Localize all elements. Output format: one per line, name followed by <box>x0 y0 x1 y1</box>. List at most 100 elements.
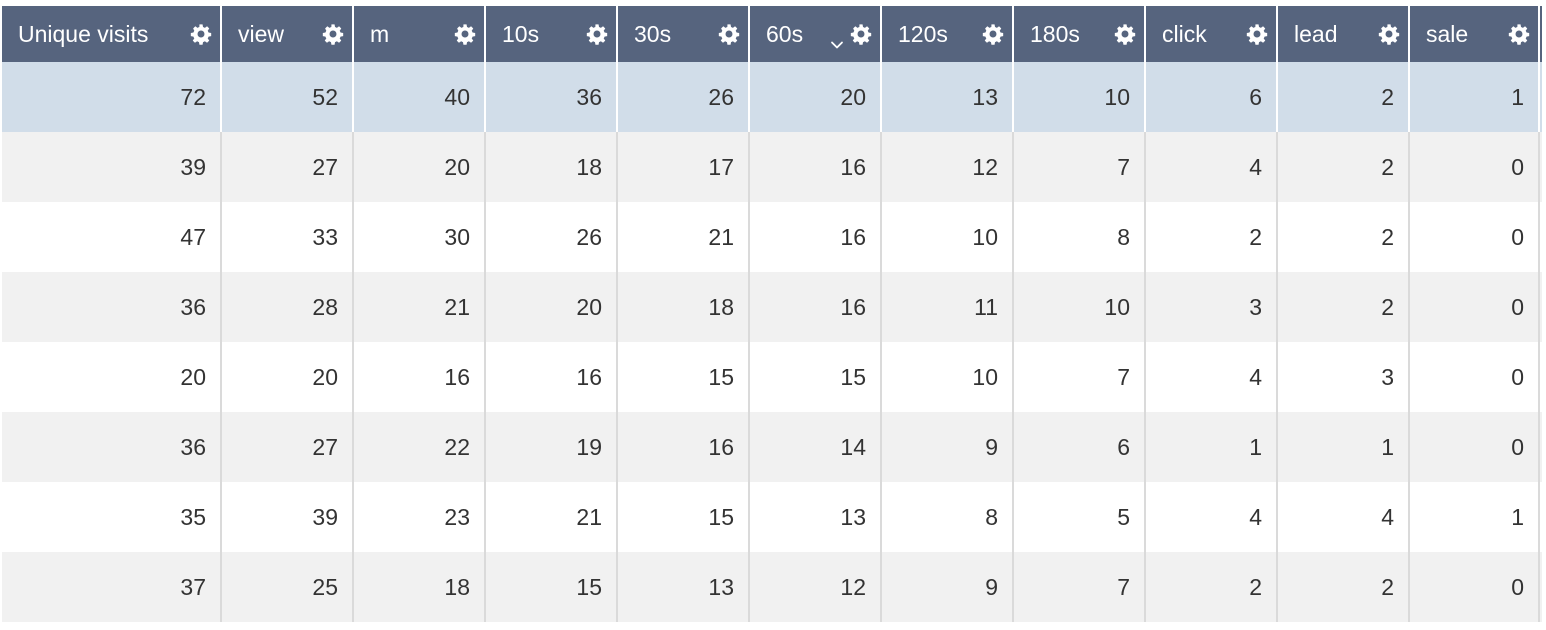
table-cell-lead: 3 <box>1278 342 1410 412</box>
column-header-label: click <box>1162 20 1207 47</box>
table-cell-60s: 15 <box>750 342 882 412</box>
table-cell-sale: 0 <box>1410 552 1540 622</box>
table-cell-10s: 16 <box>486 342 618 412</box>
table-cell-10s: 19 <box>486 412 618 482</box>
column-header-60s[interactable]: 60s <box>750 6 882 62</box>
table-cell-m: 21 <box>354 272 486 342</box>
column-header-label: sale <box>1426 20 1469 47</box>
table-cell-60s: 16 <box>750 272 882 342</box>
table-cell-sale: 0 <box>1410 272 1540 342</box>
gear-icon[interactable] <box>1508 23 1530 45</box>
table-cell-unique-visits: 20 <box>2 342 222 412</box>
column-header-30s[interactable]: 30s <box>618 6 750 62</box>
table-cell-view: 27 <box>222 412 354 482</box>
table-cell-click: 6 <box>1146 62 1278 132</box>
table-cell-180s: 8 <box>1014 202 1146 272</box>
table-cell-10s: 20 <box>486 272 618 342</box>
table-cell-60s: 14 <box>750 412 882 482</box>
table-cell-180s: 7 <box>1014 342 1146 412</box>
table-cell-30s: 15 <box>618 342 750 412</box>
table-cell-60s: 16 <box>750 132 882 202</box>
table-cell-unique-visits: 39 <box>2 132 222 202</box>
table-cell-lead: 2 <box>1278 62 1410 132</box>
table-cell-sale: 0 <box>1410 412 1540 482</box>
table-cell-10s: 26 <box>486 202 618 272</box>
column-header-label: 10s <box>502 20 540 47</box>
column-header-click[interactable]: click <box>1146 6 1278 62</box>
table-cell-sale: 0 <box>1410 202 1540 272</box>
chevron-down-icon[interactable] <box>830 29 844 49</box>
table-row-selected[interactable]: 72 52 40 36 26 20 13 10 6 2 1 <box>2 62 1546 132</box>
column-header-label: 120s <box>898 20 948 47</box>
gear-icon[interactable] <box>454 23 476 45</box>
table-cell-30s: 16 <box>618 412 750 482</box>
data-table: Unique visits view m 10s 30s 60s 120s 180s click… <box>2 6 1546 622</box>
table-cell-60s: 20 <box>750 62 882 132</box>
gear-icon[interactable] <box>1114 23 1136 45</box>
table-cell-click: 4 <box>1146 132 1278 202</box>
table-row[interactable]: 35 39 23 21 15 13 8 5 4 4 1 <box>2 482 1546 552</box>
column-header-label: view <box>238 20 285 47</box>
table-row[interactable]: 47 33 30 26 21 16 10 8 2 2 0 <box>2 202 1546 272</box>
table-cell-120s: 13 <box>882 62 1014 132</box>
table-cell-m: 22 <box>354 412 486 482</box>
table-cell-unique-visits: 36 <box>2 412 222 482</box>
table-cell-unique-visits: 47 <box>2 202 222 272</box>
column-header-120s[interactable]: 120s <box>882 6 1014 62</box>
column-header-10s[interactable]: 10s <box>486 6 618 62</box>
gear-icon[interactable] <box>322 23 344 45</box>
gear-icon[interactable] <box>1378 23 1400 45</box>
gear-icon[interactable] <box>586 23 608 45</box>
table-cell-120s: 12 <box>882 132 1014 202</box>
table-cell-120s: 8 <box>882 482 1014 552</box>
table-cell-10s: 18 <box>486 132 618 202</box>
table-cell-click: 2 <box>1146 202 1278 272</box>
table-cell-m: 16 <box>354 342 486 412</box>
table-cell-view: 20 <box>222 342 354 412</box>
table-cell-unique-visits: 37 <box>2 552 222 622</box>
table-cell-lead: 2 <box>1278 132 1410 202</box>
table-cell-30s: 18 <box>618 272 750 342</box>
table-cell-30s: 15 <box>618 482 750 552</box>
column-header-lead[interactable]: lead <box>1278 6 1410 62</box>
table-row[interactable]: 39 27 20 18 17 16 12 7 4 2 0 <box>2 132 1546 202</box>
column-header-sale[interactable]: sale <box>1410 6 1540 62</box>
table-cell-click: 1 <box>1146 412 1278 482</box>
table-cell-view: 52 <box>222 62 354 132</box>
table-cell-unique-visits: 36 <box>2 272 222 342</box>
table-body: 72 52 40 36 26 20 13 10 6 2 1 39 27 20 18 17 16 12 7 4 2 0 47 3… <box>2 62 1546 622</box>
table-right-edge <box>1542 6 1546 630</box>
table-row[interactable]: 20 20 16 16 15 15 10 7 4 3 0 <box>2 342 1546 412</box>
table-row[interactable]: 36 27 22 19 16 14 9 6 1 1 0 <box>2 412 1546 482</box>
gear-icon[interactable] <box>982 23 1004 45</box>
table-cell-60s: 16 <box>750 202 882 272</box>
table-cell-60s: 12 <box>750 552 882 622</box>
table-cell-lead: 2 <box>1278 272 1410 342</box>
gear-icon[interactable] <box>718 23 740 45</box>
column-header-label: lead <box>1294 20 1338 47</box>
table-cell-180s: 10 <box>1014 62 1146 132</box>
table-cell-sale: 0 <box>1410 132 1540 202</box>
table-cell-sale: 1 <box>1410 62 1540 132</box>
table-cell-click: 3 <box>1146 272 1278 342</box>
gear-icon[interactable] <box>850 23 872 45</box>
gear-icon[interactable] <box>1246 23 1268 45</box>
column-header-m[interactable]: m <box>354 6 486 62</box>
column-header-view[interactable]: view <box>222 6 354 62</box>
table-cell-lead: 2 <box>1278 552 1410 622</box>
table-cell-120s: 10 <box>882 342 1014 412</box>
table-row[interactable]: 37 25 18 15 13 12 9 7 2 2 0 <box>2 552 1546 622</box>
table-cell-lead: 1 <box>1278 412 1410 482</box>
table-cell-click: 2 <box>1146 552 1278 622</box>
table-row[interactable]: 36 28 21 20 18 16 11 10 3 2 0 <box>2 272 1546 342</box>
column-header-180s[interactable]: 180s <box>1014 6 1146 62</box>
column-header-unique-visits[interactable]: Unique visits <box>2 6 222 62</box>
table-cell-click: 4 <box>1146 342 1278 412</box>
table-cell-120s: 11 <box>882 272 1014 342</box>
table-cell-m: 20 <box>354 132 486 202</box>
table-cell-m: 40 <box>354 62 486 132</box>
table-cell-m: 23 <box>354 482 486 552</box>
table-cell-30s: 13 <box>618 552 750 622</box>
table-cell-10s: 15 <box>486 552 618 622</box>
gear-icon[interactable] <box>190 23 212 45</box>
